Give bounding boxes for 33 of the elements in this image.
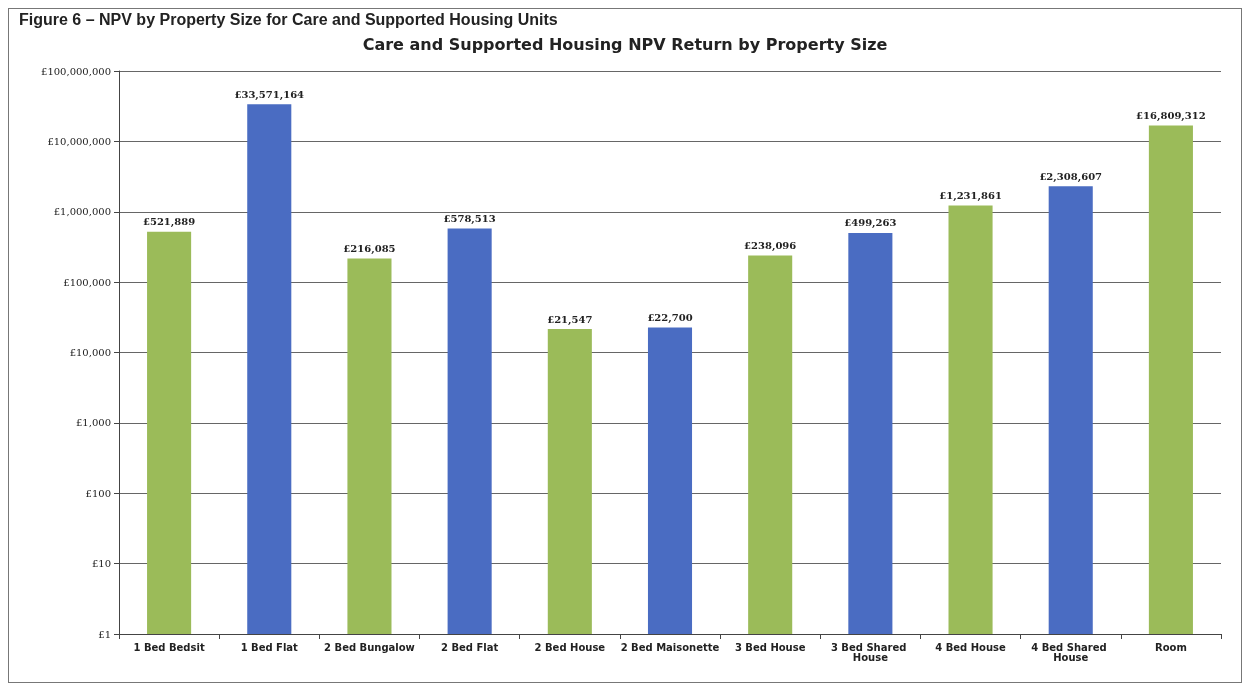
x-tick-label: 2 Bed Flat — [441, 641, 499, 653]
y-tick-label: £100 — [85, 487, 111, 499]
data-label: £16,809,312 — [1136, 110, 1206, 122]
data-label: £521,889 — [143, 216, 196, 229]
x-tick-label: 1 Bed Flat — [240, 641, 299, 653]
data-label: £216,085 — [343, 243, 396, 256]
y-tick-label: £1,000,000 — [53, 206, 111, 218]
y-tick-label: £1,000 — [76, 417, 111, 429]
y-tick-label: £100,000,000 — [41, 65, 111, 77]
x-tick-label: 4 Bed House — [935, 641, 1007, 653]
x-tick-label: 2 Bed Maisonette — [620, 641, 720, 653]
data-label: £238,096 — [744, 240, 797, 253]
x-tick-label: 1 Bed Bedsit — [133, 641, 205, 653]
x-tick-label: 2 Bed House — [534, 641, 606, 653]
chart-title: Care and Supported Housing NPV Return by Property Size — [362, 34, 888, 54]
data-label: £499,263 — [844, 217, 897, 230]
y-tick-label: £10 — [91, 558, 111, 570]
data-label: £2,308,607 — [1039, 170, 1103, 183]
data-label: £21,547 — [547, 313, 593, 326]
x-tick-label: Room — [1154, 641, 1187, 653]
y-tick-label: £10,000 — [69, 347, 111, 358]
data-label: £22,700 — [647, 311, 693, 324]
data-label: £1,231,861 — [939, 189, 1002, 202]
x-tick-label: 3 Bed Shared House — [830, 641, 910, 663]
x-tick-label: 4 Bed Shared House — [1031, 641, 1111, 663]
data-label: £578,513 — [443, 212, 496, 225]
x-tick-label: 3 Bed House — [734, 641, 806, 653]
x-tick-label: 2 Bed Bungalow — [324, 641, 415, 653]
caption: Figure 6 – NPV by Property Size for Care and Supported Housing Units — [19, 10, 558, 28]
y-tick-label: £10,000,000 — [47, 135, 111, 147]
data-label: £33,571,164 — [234, 88, 305, 101]
y-tick-label: £1 — [98, 628, 111, 640]
y-tick-label: £100,000 — [63, 276, 111, 288]
